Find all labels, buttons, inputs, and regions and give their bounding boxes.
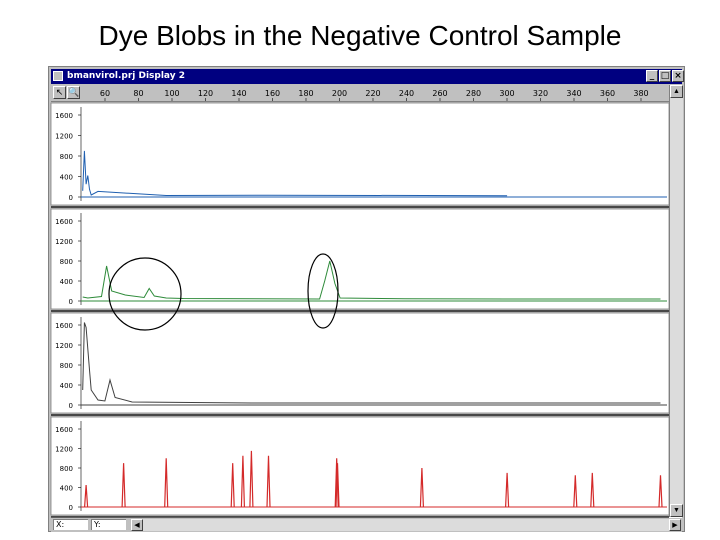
y-coordinate-field: Y: xyxy=(91,519,126,530)
y-tick-label: 1600 xyxy=(55,218,73,226)
close-button[interactable]: × xyxy=(672,70,684,82)
panel-4 xyxy=(50,416,670,516)
size-standard-peak xyxy=(230,463,235,508)
size-standard-peak xyxy=(590,472,595,508)
maximize-button[interactable]: □ xyxy=(659,70,671,82)
ruler-label: 160 xyxy=(265,89,280,98)
ruler-label: 280 xyxy=(466,89,481,98)
size-standard-peak xyxy=(266,455,271,508)
size-standard-peak xyxy=(419,467,424,508)
size-standard-peak xyxy=(121,463,126,508)
trace-line xyxy=(82,150,508,197)
vertical-scrollbar[interactable]: ▲ ▼ xyxy=(669,85,683,517)
size-standard-peak xyxy=(505,472,510,508)
ruler-label: 300 xyxy=(499,89,514,98)
ruler-label: 220 xyxy=(365,89,380,98)
size-standard-peak xyxy=(164,458,169,508)
dye-blob-circle-left xyxy=(108,257,182,331)
trace-line xyxy=(82,322,661,404)
y-tick-label: 0 xyxy=(69,194,73,202)
y-tick-label: 800 xyxy=(60,362,73,370)
panel-1 xyxy=(50,102,670,206)
zoom-tool-icon[interactable]: 🔍 xyxy=(67,86,80,99)
x-coordinate-field: X: xyxy=(53,519,88,530)
ruler-label: 260 xyxy=(432,89,447,98)
cursor-tool-icon[interactable]: ↖ xyxy=(53,86,66,99)
ruler-label: 140 xyxy=(231,89,246,98)
window-title: bmanvirol.prj Display 2 xyxy=(67,71,185,81)
scroll-down-button[interactable]: ▼ xyxy=(670,504,683,517)
y-tick-label: 1200 xyxy=(55,238,73,246)
scroll-up-button[interactable]: ▲ xyxy=(670,85,683,98)
scroll-right-button[interactable]: ▶ xyxy=(669,519,681,531)
y-tick-label: 1200 xyxy=(55,446,73,454)
y-tick-label: 400 xyxy=(60,174,73,182)
trace-line xyxy=(82,260,661,300)
y-tick-label: 0 xyxy=(69,402,73,410)
ruler-bar: ↖ 🔍 xyxy=(51,85,669,102)
y-tick-label: 800 xyxy=(60,465,73,473)
ruler-label: 380 xyxy=(633,89,648,98)
y-tick-label: 1200 xyxy=(55,133,73,141)
size-standard-peak xyxy=(334,458,339,508)
ruler-label: 240 xyxy=(399,89,414,98)
size-standard-peak xyxy=(240,455,245,508)
y-tick-label: 1600 xyxy=(55,426,73,434)
minimize-button[interactable]: _ xyxy=(646,70,658,82)
display-window: bmanvirol.prj Display 2 _ □ × ↖ 🔍 ▲ ▼ X:… xyxy=(48,66,685,532)
size-standard-peak xyxy=(249,450,254,508)
y-tick-label: 0 xyxy=(69,298,73,306)
ruler-label: 320 xyxy=(533,89,548,98)
electropherogram-plot-area: 60 80 100 120 140 160 180 200 220 240 260 280 300 320… xyxy=(50,89,670,518)
app-icon xyxy=(53,71,63,81)
ruler-label: 340 xyxy=(566,89,581,98)
y-tick-label: 1600 xyxy=(55,322,73,330)
slide-title: Dye Blobs in the Negative Control Sample xyxy=(98,20,622,51)
y-tick-label: 800 xyxy=(60,153,73,161)
ruler-label: 200 xyxy=(332,89,347,98)
y-tick-label: 400 xyxy=(60,485,73,493)
size-standard-peak xyxy=(335,463,340,508)
size-standard-peak xyxy=(658,475,663,508)
panel-2 xyxy=(50,208,670,310)
y-tick-label: 400 xyxy=(60,278,73,286)
size-standard-peak xyxy=(84,485,89,508)
y-tick-label: 400 xyxy=(60,382,73,390)
y-tick-label: 800 xyxy=(60,258,73,266)
ruler-label: 120 xyxy=(198,89,213,98)
ruler-label: 60 xyxy=(100,89,110,98)
ruler-label: 100 xyxy=(164,89,179,98)
y-tick-label: 1600 xyxy=(55,112,73,120)
ruler-label: 360 xyxy=(600,89,615,98)
window-titlebar[interactable]: bmanvirol.prj Display 2 _ □ × xyxy=(51,69,684,84)
scroll-left-button[interactable]: ◀ xyxy=(131,519,143,531)
y-tick-label: 1200 xyxy=(55,342,73,350)
ruler-label: 80 xyxy=(133,89,143,98)
y-tick-label: 0 xyxy=(69,504,73,512)
dye-blob-circle-right xyxy=(307,253,339,329)
ruler-label: 180 xyxy=(298,89,313,98)
panel-3 xyxy=(50,312,670,414)
horizontal-scrollbar[interactable]: ◀ ▶ xyxy=(131,519,681,531)
size-standard-peak xyxy=(573,475,578,508)
